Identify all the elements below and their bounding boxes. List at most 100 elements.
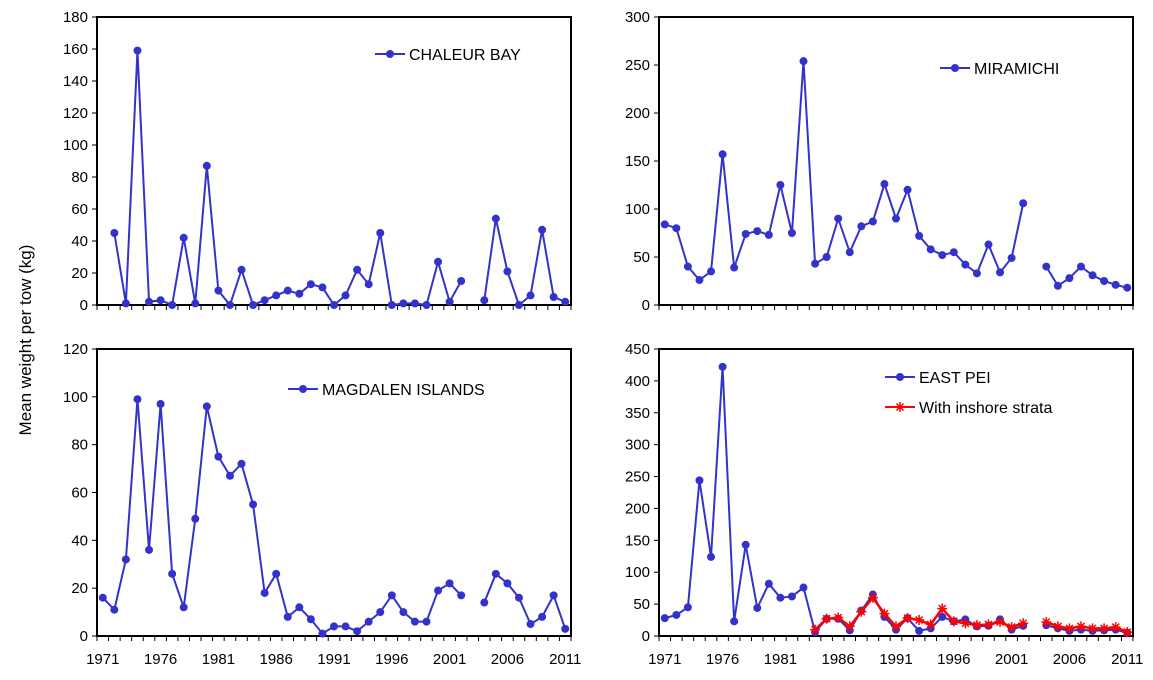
y-tick-label: 150 [625,153,650,170]
y-tick-label: 300 [625,437,650,454]
data-point [399,608,408,617]
legend-label: With inshore strata [919,400,1052,417]
legend-label: MAGDALEN ISLANDS [322,382,485,399]
data-point [1099,623,1110,634]
data-point [260,588,269,597]
data-point [868,217,877,226]
data-point [145,297,154,306]
x-tick-label: 1986 [260,651,293,668]
data-point [503,267,512,276]
data-point [1122,627,1133,638]
data-point [480,296,489,305]
series-line-magdalen-islands [483,572,567,630]
data-point [683,262,692,271]
y-tick-label: 60 [71,201,88,218]
data-point [925,619,936,630]
data-point [168,569,177,578]
y-tick-label: 20 [71,265,88,282]
data-point [480,598,489,607]
data-point [295,603,304,612]
data-point [110,605,119,614]
y-tick-label: 0 [642,297,650,314]
data-point [364,617,373,626]
data-point [191,299,200,308]
x-tick-label: 1971 [648,651,681,668]
data-point [191,514,200,523]
data-point [341,622,350,631]
data-point [110,229,119,237]
data-point [672,224,681,233]
data-point [718,150,727,159]
data-point [561,297,570,306]
data-point [753,227,762,236]
data-point [202,402,211,411]
y-tick-label: 400 [625,373,650,390]
data-point [330,622,338,631]
data-point [237,265,246,274]
data-point [283,612,292,621]
y-tick-label: 120 [63,105,88,122]
data-point [845,248,854,257]
y-axis-label: Mean weight per tow (kg) [16,245,35,436]
data-point [857,222,866,231]
data-point [996,268,1005,277]
data-point [833,612,844,623]
data-point [445,579,454,588]
data-point [937,603,948,614]
data-point [879,608,890,619]
data-point [776,593,785,602]
data-point [133,46,142,55]
chart-magdalen-islands: 0 20 40 60 80 100 120 1971 1976 1981 1986 1991 1996 2… [63,341,581,668]
data-point [457,591,466,600]
data-point [961,260,970,269]
data-point [938,251,947,260]
data-point [891,621,901,632]
data-point [561,624,570,633]
data-point [145,545,154,554]
data-point [672,610,681,619]
data-point [538,612,547,621]
y-tick-label: 0 [642,628,650,645]
chart-miramichi: 0 50 100 150 200 250 300 MIRAMICHI [625,9,1134,314]
data-point [903,185,912,194]
legend-marker [386,50,394,58]
data-point [491,569,500,578]
data-point [318,629,327,638]
data-point [856,606,867,617]
y-tick-label: 120 [63,341,88,358]
data-point [295,289,304,298]
x-tick-label: 1996 [375,651,408,668]
y-tick-label: 50 [633,596,650,613]
series-line-magdalen-islands [102,399,462,635]
y-tick-label: 200 [625,105,650,122]
data-point [434,586,443,595]
data-point [926,245,935,254]
data-point [121,299,130,308]
data-point [1087,623,1098,634]
y-tick-label: 40 [71,233,88,250]
data-point [422,301,431,309]
y-tick-label: 0 [80,297,88,314]
data-point [938,612,947,621]
data-point [799,57,808,66]
x-tick-label: 1991 [879,651,912,668]
data-point [399,299,408,308]
data-point [707,552,716,561]
y-tick-label: 250 [625,57,650,74]
data-point [330,301,338,309]
legend-label: MIRAMICHI [974,61,1059,78]
data-point [526,620,535,629]
legend-label: EAST PEI [919,370,991,387]
data-point [799,583,808,592]
data-point [730,617,739,626]
data-point [1041,616,1052,627]
data-point [156,296,165,305]
data-point [764,579,773,588]
data-point [811,259,820,268]
data-point [1042,262,1051,271]
y-tick-label: 350 [625,405,650,422]
data-point [960,618,971,629]
x-tick-label: 1996 [937,651,970,668]
data-point [179,233,188,242]
y-tick-label: 80 [71,437,88,454]
